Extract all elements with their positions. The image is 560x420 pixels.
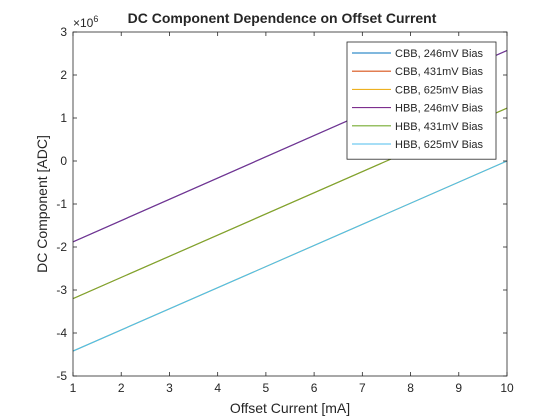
x-tick-label-3: 4: [214, 381, 221, 395]
legend-label-5: HBB, 431mV Bias: [395, 121, 484, 133]
y-axis-ticks: -5 -4 -3 -2 -1 0 1 2 3: [56, 25, 507, 383]
y-tick-label-3: -2: [56, 240, 67, 254]
x-tick-label-8: 9: [455, 381, 462, 395]
y-tick-label-7: 2: [60, 68, 67, 82]
y-tick-label-8: 3: [60, 25, 67, 39]
x-tick-label-6: 7: [359, 381, 366, 395]
y-tick-label-0: -5: [56, 369, 67, 383]
x-tick-label-9: 10: [500, 381, 514, 395]
x-tick-label-0: 1: [70, 381, 77, 395]
x-tick-label-2: 3: [166, 381, 173, 395]
x-axis-label: Offset Current [mA]: [230, 400, 350, 416]
legend-label-1: CBB, 246mV Bias: [395, 48, 484, 60]
legend-box: [346, 41, 497, 160]
legend-label-6: HBB, 625mV Bias: [395, 139, 484, 151]
legend-label-3: CBB, 625mV Bias: [395, 84, 484, 96]
x-axis-ticks: 1 2 3 4 5 6 7 8 9 10: [70, 32, 514, 395]
legend-label-2: CBB, 431mV Bias: [395, 66, 484, 78]
y-axis-label: DC Component [ADC]: [34, 135, 50, 273]
y-axis-exponent: ×106: [73, 14, 98, 30]
x-tick-label-5: 6: [311, 381, 318, 395]
series-line-6: [72, 160, 508, 352]
x-tick-label-4: 5: [263, 381, 270, 395]
legend-label-4: HBB, 246mV Bias: [395, 103, 484, 115]
y-tick-label-6: 1: [60, 111, 67, 125]
y-tick-label-2: -3: [56, 283, 67, 297]
x-tick-label-1: 2: [118, 381, 125, 395]
series-lines: [72, 49, 508, 352]
legend: CBB, 246mV Bias CBB, 431mV Bias CBB, 625mV…: [346, 41, 497, 160]
chart-title: DC Component Dependence on Offset Curren…: [128, 10, 437, 26]
x-tick-label-7: 8: [407, 381, 414, 395]
y-tick-label-4: -1: [56, 197, 67, 211]
y-tick-label-5: 0: [60, 154, 67, 168]
y-tick-label-1: -4: [56, 326, 67, 340]
